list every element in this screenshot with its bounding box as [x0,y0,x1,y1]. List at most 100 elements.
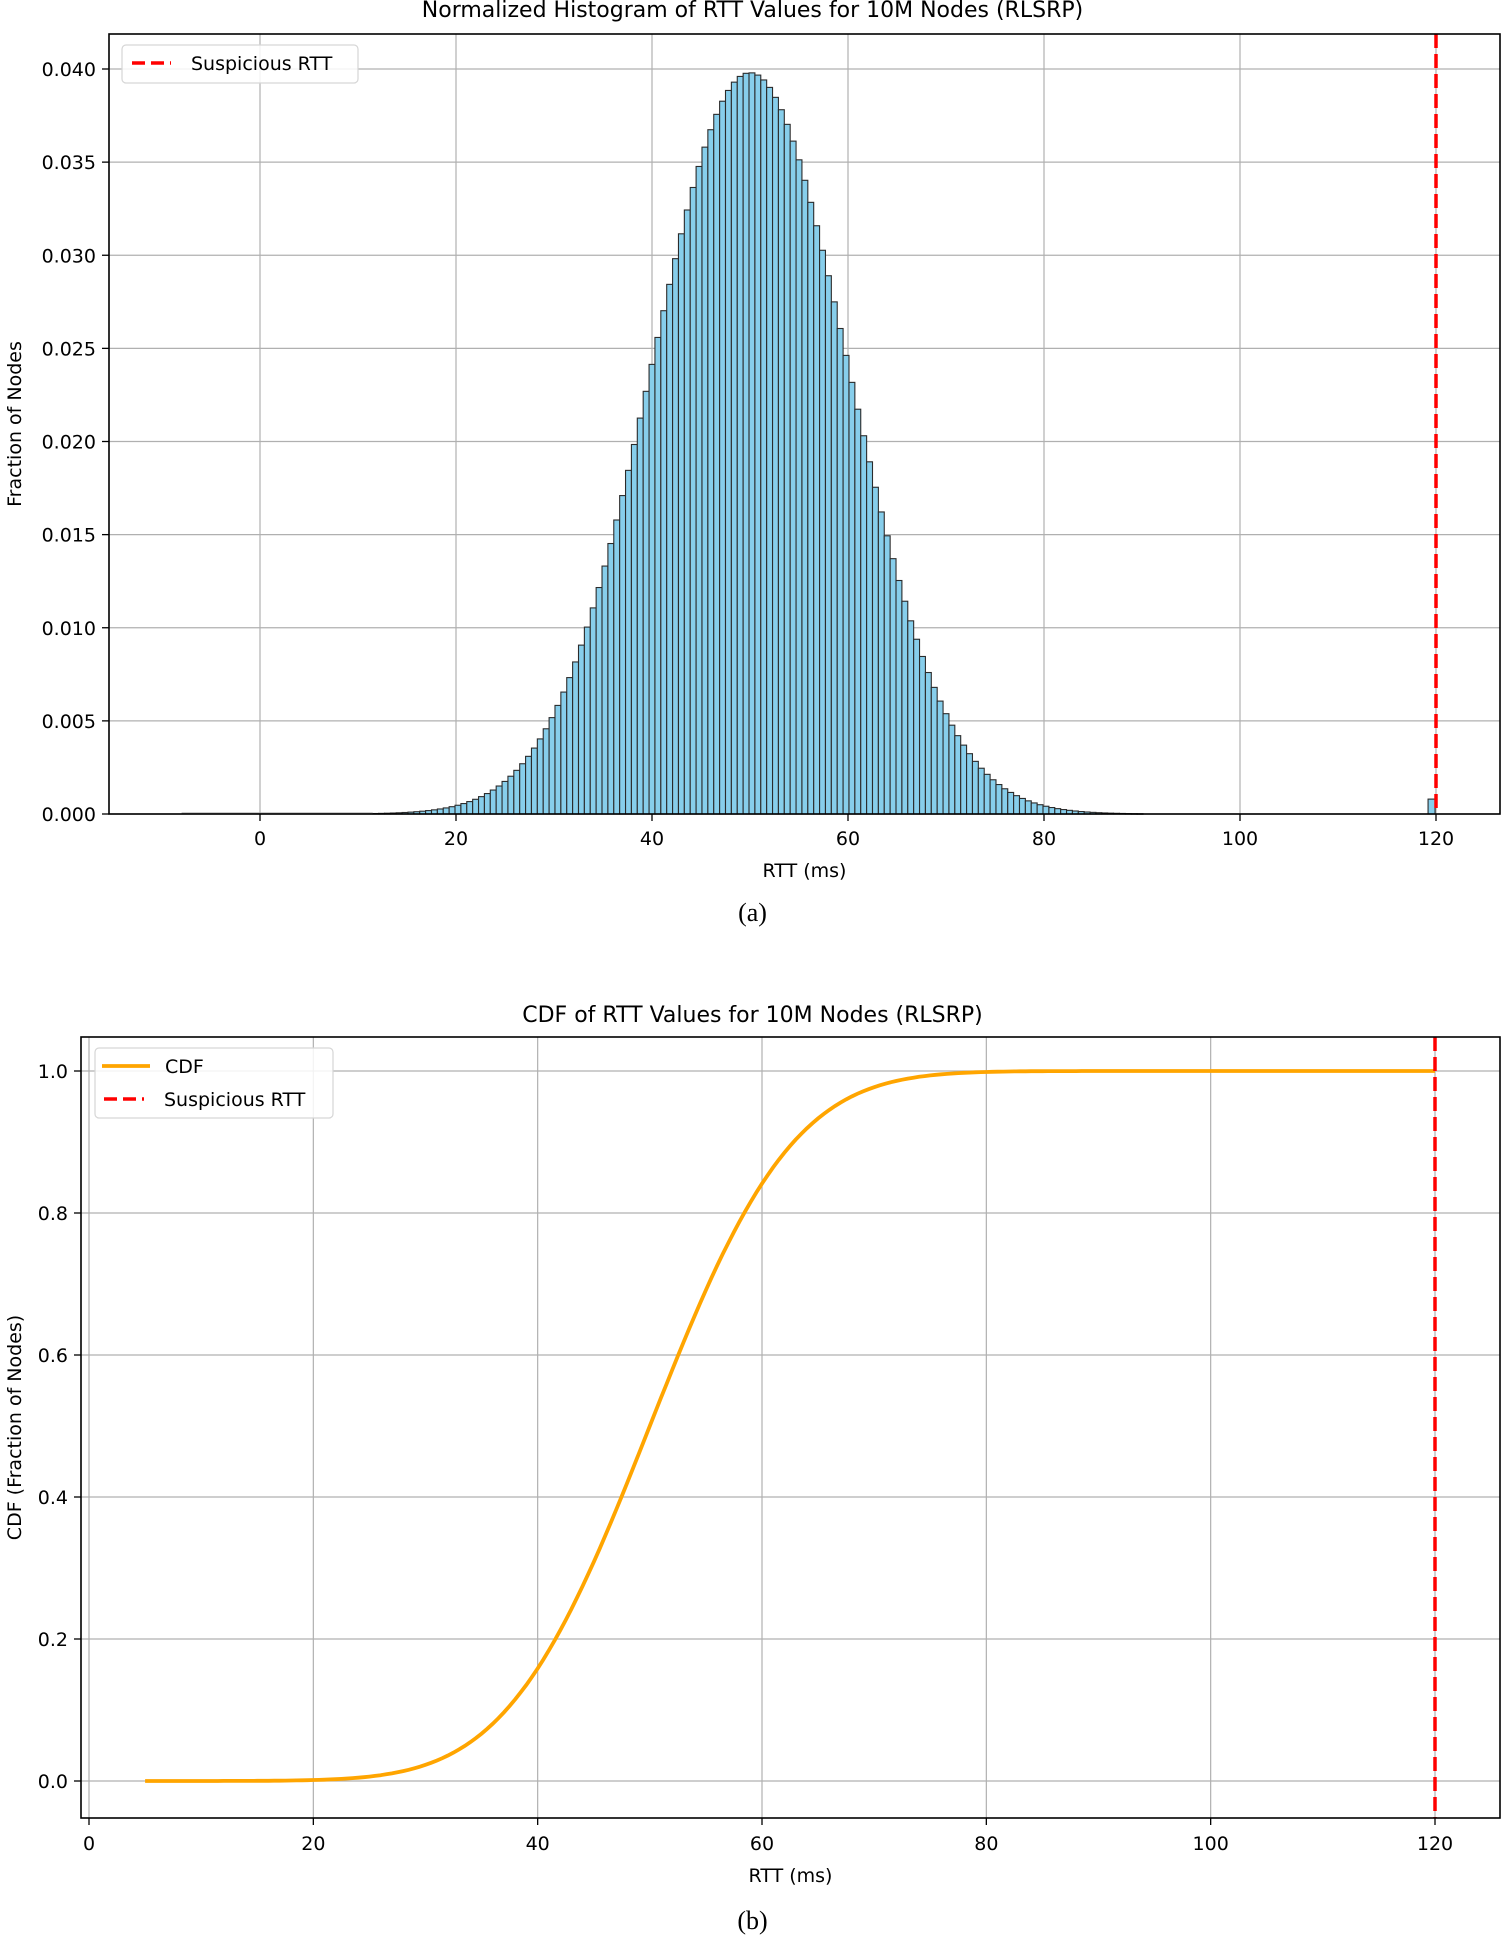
histogram-bar [472,798,480,815]
x-tick-label: 20 [301,1833,325,1855]
x-tick-label: 0 [83,1833,95,1855]
histogram-bar [577,644,585,815]
y-tick-label: 0.015 [42,525,96,547]
histogram-bar [813,225,821,815]
histogram-bar [619,495,627,815]
histogram-bar [871,486,879,815]
histogram-bar [807,201,815,815]
histogram-bar [995,784,1003,815]
histogram-bar [607,542,615,815]
histogram-bar [548,717,556,815]
histogram-bar [489,789,497,815]
histogram-bar [842,354,850,815]
histogram-bar [1036,804,1044,815]
histogram-bar [989,779,997,815]
y-tick-label: 0.2 [38,1629,68,1651]
histogram-bar [783,123,791,815]
histogram-bar [613,519,621,815]
y-tick-label: 0.040 [42,59,96,81]
histogram-title: Normalized Histogram of RTT Values for 1… [421,0,1084,23]
histogram-bar [566,677,574,815]
histogram-bar [742,72,750,815]
y-tick-label: 0.020 [42,432,96,454]
histogram-bar [924,671,932,815]
histogram-bar [830,301,838,815]
histogram-bar [824,275,832,815]
histogram-bar [701,146,709,815]
histogram-bar [689,186,697,815]
histogram-bar [977,767,985,815]
legend-label: Suspicious RTT [164,1089,306,1111]
histogram-bar [795,159,803,815]
x-axis-label: RTT (ms) [763,860,847,882]
y-tick-label: 0.035 [42,152,96,174]
histogram-chart: 0 20 40 60 80 100 120 0.000 0.005 0.010 0.015 0.020… [4,33,1501,882]
histogram-bar [454,804,462,815]
histogram-bar [942,713,950,815]
y-tick-label: 0.030 [42,245,96,267]
histogram-bar [1054,808,1062,815]
x-tick-label: 0 [254,828,266,850]
histogram-bar [948,724,956,815]
histogram-bar [883,535,891,815]
x-tick-label: 120 [1417,1833,1453,1855]
histogram-bar [654,336,662,815]
histogram-bar [501,780,509,815]
histogram-bar [777,109,785,815]
figure-b-caption: (b) [737,1906,768,1935]
histogram-bar [760,79,768,815]
histogram-bar [660,310,668,815]
x-tick-label: 80 [974,1833,998,1855]
histogram-bar [495,785,503,815]
y-tick-label: 0.025 [42,338,96,360]
histogram-bar [648,363,656,815]
histogram-bar [713,113,721,815]
histogram-bar [683,209,691,815]
histogram-bar [636,417,644,815]
legend-label: Suspicious RTT [191,53,333,75]
histogram-bar [766,86,774,815]
histogram-bar [1030,802,1038,815]
histogram-bar [707,129,715,815]
x-tick-label: 60 [750,1833,774,1855]
x-tick-label: 120 [1418,828,1454,850]
histogram-bar [801,179,809,815]
histogram-bar [754,74,762,815]
histogram-bar [860,435,868,815]
histogram-bar [672,258,680,815]
x-tick-label: 40 [526,1833,550,1855]
legend-label: CDF [165,1056,204,1078]
cdf-title: CDF of RTT Values for 10M Nodes (RLSRP) [522,1003,983,1028]
x-tick-label: 40 [640,828,664,850]
cdf-line [145,1069,1435,1783]
histogram-bar [483,793,491,815]
figure-a-caption: (a) [738,898,767,927]
y-tick-label: 0.010 [42,618,96,640]
histogram-bar [819,249,827,815]
histogram-bar [895,579,903,815]
histogram-bar [519,763,527,815]
x-tick-label: 80 [1032,828,1056,850]
y-tick-label: 0.005 [42,711,96,733]
y-tick-label: 0.4 [38,1487,68,1509]
y-axis-label: CDF (Fraction of Nodes) [4,1315,26,1540]
histogram-bar [1048,806,1056,815]
histogram-bar [536,738,544,815]
histogram-bar [466,801,474,815]
histogram-bar [960,744,968,815]
histogram-bar [530,747,538,815]
y-tick-label: 0.000 [42,804,96,826]
histogram-bar [525,755,533,815]
x-tick-label: 60 [836,828,860,850]
histogram-bar [554,704,562,815]
histogram-bar [1001,788,1009,815]
x-tick-label: 100 [1193,1833,1229,1855]
x-axis-label: RTT (ms) [749,1865,833,1887]
histogram-bar [460,803,468,815]
histogram-bar [913,638,921,815]
histogram-bar [477,796,485,815]
histogram-bar [448,806,456,815]
outlier-bar [1427,798,1436,815]
histogram-bar [848,381,856,815]
histogram-bar [736,75,744,815]
